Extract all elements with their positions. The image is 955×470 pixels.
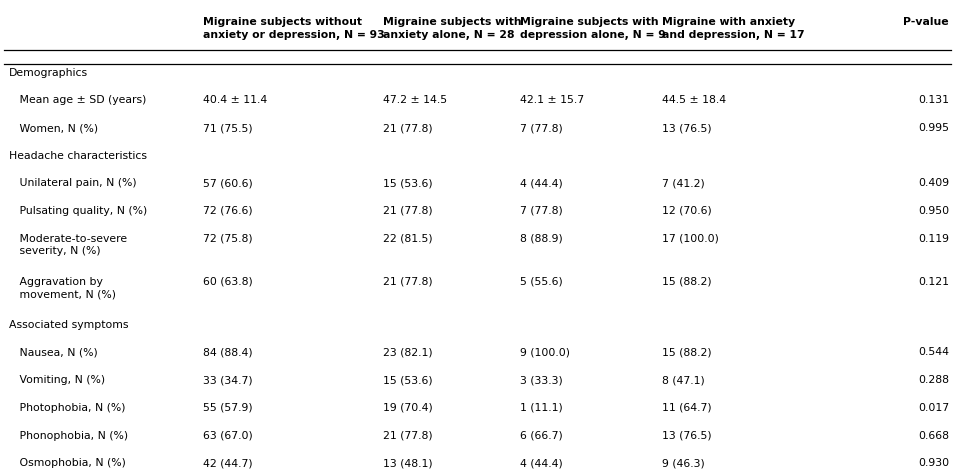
Text: Osmophobia, N (%): Osmophobia, N (%) bbox=[9, 458, 126, 468]
Text: 13 (76.5): 13 (76.5) bbox=[662, 123, 711, 133]
Text: Vomiting, N (%): Vomiting, N (%) bbox=[9, 375, 105, 385]
Text: Migraine subjects without
anxiety or depression, N = 93: Migraine subjects without anxiety or dep… bbox=[203, 17, 385, 40]
Text: Phonophobia, N (%): Phonophobia, N (%) bbox=[9, 431, 128, 440]
Text: 1 (11.1): 1 (11.1) bbox=[520, 403, 562, 413]
Text: Demographics: Demographics bbox=[9, 68, 88, 78]
Text: 6 (66.7): 6 (66.7) bbox=[520, 431, 562, 440]
Text: 84 (88.4): 84 (88.4) bbox=[203, 347, 252, 357]
Text: 63 (67.0): 63 (67.0) bbox=[203, 431, 253, 440]
Text: 4 (44.4): 4 (44.4) bbox=[520, 458, 562, 468]
Text: 60 (63.8): 60 (63.8) bbox=[203, 277, 253, 287]
Text: 0.930: 0.930 bbox=[918, 458, 949, 468]
Text: 9 (100.0): 9 (100.0) bbox=[520, 347, 570, 357]
Text: 9 (46.3): 9 (46.3) bbox=[662, 458, 705, 468]
Text: 7 (41.2): 7 (41.2) bbox=[662, 178, 705, 188]
Text: 5 (55.6): 5 (55.6) bbox=[520, 277, 562, 287]
Text: 13 (48.1): 13 (48.1) bbox=[383, 458, 433, 468]
Text: 15 (88.2): 15 (88.2) bbox=[662, 347, 711, 357]
Text: 8 (47.1): 8 (47.1) bbox=[662, 375, 705, 385]
Text: 0.119: 0.119 bbox=[918, 234, 949, 243]
Text: 0.409: 0.409 bbox=[918, 178, 949, 188]
Text: Migraine with anxiety
and depression, N = 17: Migraine with anxiety and depression, N … bbox=[662, 17, 805, 40]
Text: Migraine subjects with
depression alone, N = 9: Migraine subjects with depression alone,… bbox=[520, 17, 666, 40]
Text: 15 (88.2): 15 (88.2) bbox=[662, 277, 711, 287]
Text: 15 (53.6): 15 (53.6) bbox=[383, 375, 433, 385]
Text: 0.668: 0.668 bbox=[918, 431, 949, 440]
Text: 23 (82.1): 23 (82.1) bbox=[383, 347, 433, 357]
Text: 55 (57.9): 55 (57.9) bbox=[203, 403, 252, 413]
Text: 22 (81.5): 22 (81.5) bbox=[383, 234, 433, 243]
Text: 21 (77.8): 21 (77.8) bbox=[383, 277, 433, 287]
Text: 47.2 ± 14.5: 47.2 ± 14.5 bbox=[383, 95, 447, 105]
Text: 8 (88.9): 8 (88.9) bbox=[520, 234, 562, 243]
Text: 57 (60.6): 57 (60.6) bbox=[203, 178, 253, 188]
Text: 7 (77.8): 7 (77.8) bbox=[520, 206, 562, 216]
Text: 33 (34.7): 33 (34.7) bbox=[203, 375, 252, 385]
Text: Mean age ± SD (years): Mean age ± SD (years) bbox=[9, 95, 146, 105]
Text: 7 (77.8): 7 (77.8) bbox=[520, 123, 562, 133]
Text: 21 (77.8): 21 (77.8) bbox=[383, 123, 433, 133]
Text: P-value: P-value bbox=[903, 17, 949, 27]
Text: 17 (100.0): 17 (100.0) bbox=[662, 234, 719, 243]
Text: Associated symptoms: Associated symptoms bbox=[9, 320, 128, 330]
Text: 0.017: 0.017 bbox=[918, 403, 949, 413]
Text: Aggravation by
   movement, N (%): Aggravation by movement, N (%) bbox=[9, 277, 116, 299]
Text: 13 (76.5): 13 (76.5) bbox=[662, 431, 711, 440]
Text: Photophobia, N (%): Photophobia, N (%) bbox=[9, 403, 125, 413]
Text: 44.5 ± 18.4: 44.5 ± 18.4 bbox=[662, 95, 726, 105]
Text: 72 (75.8): 72 (75.8) bbox=[203, 234, 252, 243]
Text: 0.950: 0.950 bbox=[918, 206, 949, 216]
Text: Pulsating quality, N (%): Pulsating quality, N (%) bbox=[9, 206, 147, 216]
Text: Women, N (%): Women, N (%) bbox=[9, 123, 98, 133]
Text: Moderate-to-severe
   severity, N (%): Moderate-to-severe severity, N (%) bbox=[9, 234, 127, 256]
Text: Unilateral pain, N (%): Unilateral pain, N (%) bbox=[9, 178, 137, 188]
Text: 0.288: 0.288 bbox=[918, 375, 949, 385]
Text: 3 (33.3): 3 (33.3) bbox=[520, 375, 562, 385]
Text: 42.1 ± 15.7: 42.1 ± 15.7 bbox=[520, 95, 584, 105]
Text: 12 (70.6): 12 (70.6) bbox=[662, 206, 711, 216]
Text: 21 (77.8): 21 (77.8) bbox=[383, 431, 433, 440]
Text: 40.4 ± 11.4: 40.4 ± 11.4 bbox=[203, 95, 267, 105]
Text: Migraine subjects with
anxiety alone, N = 28: Migraine subjects with anxiety alone, N … bbox=[383, 17, 521, 40]
Text: 71 (75.5): 71 (75.5) bbox=[203, 123, 252, 133]
Text: 15 (53.6): 15 (53.6) bbox=[383, 178, 433, 188]
Text: 21 (77.8): 21 (77.8) bbox=[383, 206, 433, 216]
Text: 0.131: 0.131 bbox=[918, 95, 949, 105]
Text: 0.121: 0.121 bbox=[918, 277, 949, 287]
Text: 4 (44.4): 4 (44.4) bbox=[520, 178, 562, 188]
Text: 0.995: 0.995 bbox=[918, 123, 949, 133]
Text: 72 (76.6): 72 (76.6) bbox=[203, 206, 252, 216]
Text: 11 (64.7): 11 (64.7) bbox=[662, 403, 711, 413]
Text: 0.544: 0.544 bbox=[918, 347, 949, 357]
Text: Headache characteristics: Headache characteristics bbox=[9, 151, 147, 161]
Text: 19 (70.4): 19 (70.4) bbox=[383, 403, 433, 413]
Text: Nausea, N (%): Nausea, N (%) bbox=[9, 347, 97, 357]
Text: 42 (44.7): 42 (44.7) bbox=[203, 458, 252, 468]
